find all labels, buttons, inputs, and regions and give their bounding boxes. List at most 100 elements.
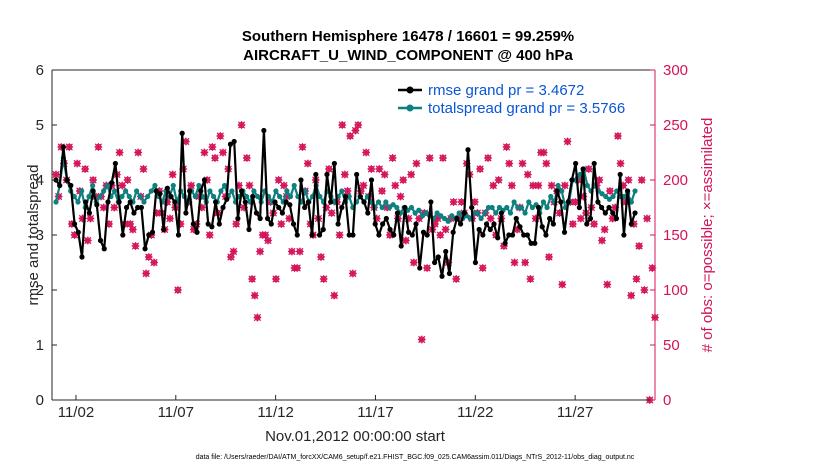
obs-assimilated-marker xyxy=(163,198,172,206)
obs-assimilated-marker xyxy=(232,220,241,228)
totalspread-point xyxy=(489,204,495,211)
rmse-point xyxy=(502,240,508,246)
obs-assimilated-marker xyxy=(523,170,532,179)
obs-assimilated-marker xyxy=(513,225,522,234)
obs-assimilated-marker xyxy=(242,154,251,162)
totalspread-point xyxy=(112,188,118,194)
obs-assimilated-marker xyxy=(354,121,362,129)
rmse-point xyxy=(391,232,397,238)
totalspread-point xyxy=(243,193,250,200)
rmse-point xyxy=(483,221,490,227)
obs-assimilated-marker xyxy=(356,187,365,195)
rmse-point xyxy=(506,232,512,238)
chart-title-line2: AIRCRAFT_U_WIND_COMPONENT @ 400 hPa xyxy=(243,47,573,64)
obs-assimilated-marker xyxy=(547,181,556,190)
obs-assimilated-marker xyxy=(558,280,567,289)
obs-assimilated-marker xyxy=(195,192,203,201)
totalspread-point xyxy=(302,188,308,194)
rmse-point xyxy=(261,127,267,134)
obs-assimilated-marker xyxy=(372,214,381,223)
obs-assimilated-marker xyxy=(322,203,331,212)
obs-assimilated-marker xyxy=(502,143,511,151)
obs-assimilated-marker xyxy=(436,231,445,239)
rmse-point xyxy=(246,226,252,233)
totalspread-point xyxy=(632,188,638,194)
totalspread-point xyxy=(104,182,110,189)
totalspread-point xyxy=(522,210,528,216)
y-right-tick-label: 200 xyxy=(663,172,688,189)
rmse-point xyxy=(60,144,67,150)
y-axis-label-right: # of obs: o=possible; ×=assimilated xyxy=(699,118,716,353)
rmse-point xyxy=(313,171,319,178)
obs-assimilated-marker xyxy=(192,220,201,228)
obs-assimilated-marker xyxy=(415,214,423,223)
obs-assimilated-marker xyxy=(359,181,368,190)
obs-assimilated-marker xyxy=(632,275,641,283)
obs-assimilated-marker xyxy=(155,187,164,195)
obs-assimilated-marker xyxy=(235,181,243,190)
obs-assimilated-marker xyxy=(484,154,492,162)
rmse-point xyxy=(86,210,92,216)
rmse-point xyxy=(361,199,367,205)
obs-assimilated-marker xyxy=(555,209,564,217)
obs-assimilated-marker xyxy=(240,203,249,212)
rmse-point xyxy=(576,204,582,211)
obs-assimilated-marker xyxy=(510,258,519,267)
rmse-point xyxy=(461,210,467,216)
obs-assimilated-marker xyxy=(380,170,389,179)
totalspread-point xyxy=(221,182,228,189)
obs-assimilated-marker xyxy=(282,192,291,201)
obs-assimilated-marker xyxy=(518,159,527,168)
rmse-point xyxy=(83,199,89,205)
obs-assimilated-marker xyxy=(584,165,593,173)
obs-assimilated-marker xyxy=(221,192,230,201)
totalspread-point xyxy=(507,210,514,216)
rmse-point xyxy=(216,221,222,227)
totalspread-point xyxy=(606,196,612,202)
rmse-point xyxy=(183,210,189,216)
rmse-point xyxy=(142,246,148,252)
obs-assimilated-marker xyxy=(200,148,209,157)
obs-assimilated-marker xyxy=(253,313,262,322)
obs-assimilated-marker xyxy=(227,253,235,261)
totalspread-point xyxy=(482,210,488,216)
obs-assimilated-marker xyxy=(317,253,325,261)
obs-assimilated-marker xyxy=(431,220,439,228)
obs-assimilated-marker xyxy=(606,187,614,195)
rmse-point xyxy=(257,215,263,222)
obs-assimilated-marker xyxy=(417,335,426,344)
rmse-point xyxy=(443,248,449,255)
rmse-point xyxy=(320,226,326,233)
obs-assimilated-marker xyxy=(142,269,150,278)
obs-assimilated-marker xyxy=(126,220,135,228)
obs-assimilated-marker xyxy=(208,143,217,151)
rmse-point xyxy=(372,221,378,227)
rmse-point xyxy=(168,193,174,200)
rmse-point xyxy=(476,226,482,233)
obs-assimilated-marker xyxy=(526,275,535,283)
rmse-point xyxy=(554,188,560,194)
obs-assimilated-marker xyxy=(375,165,384,173)
obs-assimilated-marker xyxy=(319,275,328,283)
rmse-point xyxy=(357,193,363,200)
rmse-point xyxy=(105,199,111,205)
rmse-point xyxy=(279,210,286,216)
rmse-point xyxy=(409,232,415,238)
rmse-point xyxy=(238,188,245,194)
rmse-point xyxy=(224,196,230,202)
rmse-point xyxy=(201,177,208,183)
obs-assimilated-marker xyxy=(603,280,612,289)
rmse-point xyxy=(331,160,337,167)
obs-assimilated-marker xyxy=(118,181,127,190)
obs-assimilated-marker xyxy=(489,181,498,190)
obs-assimilated-marker xyxy=(624,176,633,184)
totalspread-point xyxy=(196,182,202,189)
rmse-point xyxy=(235,215,241,222)
obs-assimilated-marker xyxy=(293,264,302,272)
rmse-point xyxy=(175,232,182,238)
totalspread-point xyxy=(218,188,224,194)
y-left-tick-label: 0 xyxy=(36,392,44,409)
rmse-point xyxy=(138,204,144,211)
rmse-point xyxy=(116,199,122,205)
totalspread-point xyxy=(119,193,125,200)
